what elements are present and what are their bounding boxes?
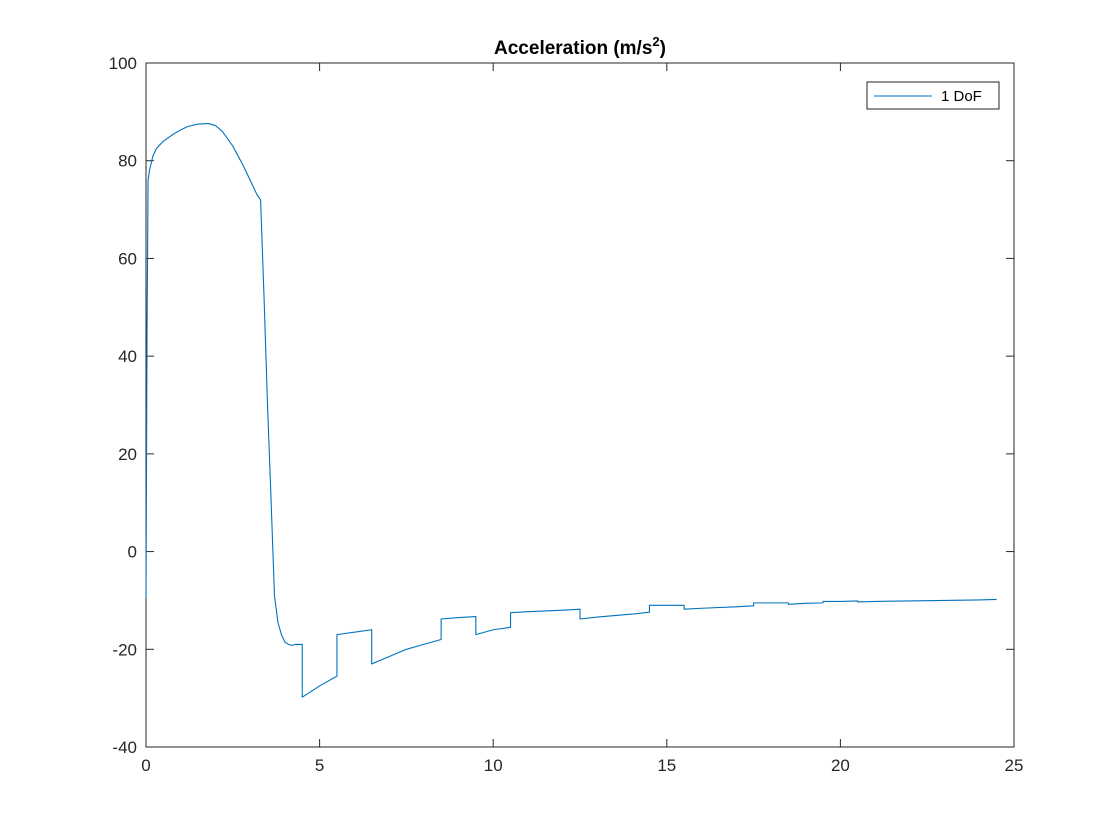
x-tick-label: 20 bbox=[831, 756, 850, 775]
y-tick-label: 20 bbox=[118, 445, 137, 464]
y-tick-label: -20 bbox=[112, 640, 137, 659]
legend-label: 1 DoF bbox=[941, 88, 982, 105]
y-axis: -40 -20 0 20 40 60 80 100 bbox=[109, 54, 1014, 757]
x-tick-label: 10 bbox=[484, 756, 503, 775]
x-tick-label: 15 bbox=[657, 756, 676, 775]
y-tick-label: 60 bbox=[118, 249, 137, 268]
y-tick-label: -40 bbox=[112, 738, 137, 757]
y-tick-label: 0 bbox=[128, 543, 137, 562]
chart-title-superscript: 2 bbox=[652, 34, 659, 49]
series-line-1-dof bbox=[145, 123, 997, 698]
plot-area bbox=[145, 62, 1015, 748]
y-tick-label: 80 bbox=[118, 152, 137, 171]
legend-box bbox=[866, 81, 1000, 110]
chart-title: Acceleration (m/s2) bbox=[494, 34, 666, 59]
x-axis: 0 5 10 15 20 25 bbox=[141, 63, 1023, 775]
x-tick-label: 5 bbox=[315, 756, 324, 775]
legend: 1 DoF bbox=[866, 81, 1000, 110]
x-tick-label: 25 bbox=[1005, 756, 1024, 775]
y-tick-label: 100 bbox=[109, 54, 137, 73]
y-tick-label: 40 bbox=[118, 347, 137, 366]
x-tick-label: 0 bbox=[141, 756, 150, 775]
chart-title-suffix: ) bbox=[660, 38, 666, 59]
